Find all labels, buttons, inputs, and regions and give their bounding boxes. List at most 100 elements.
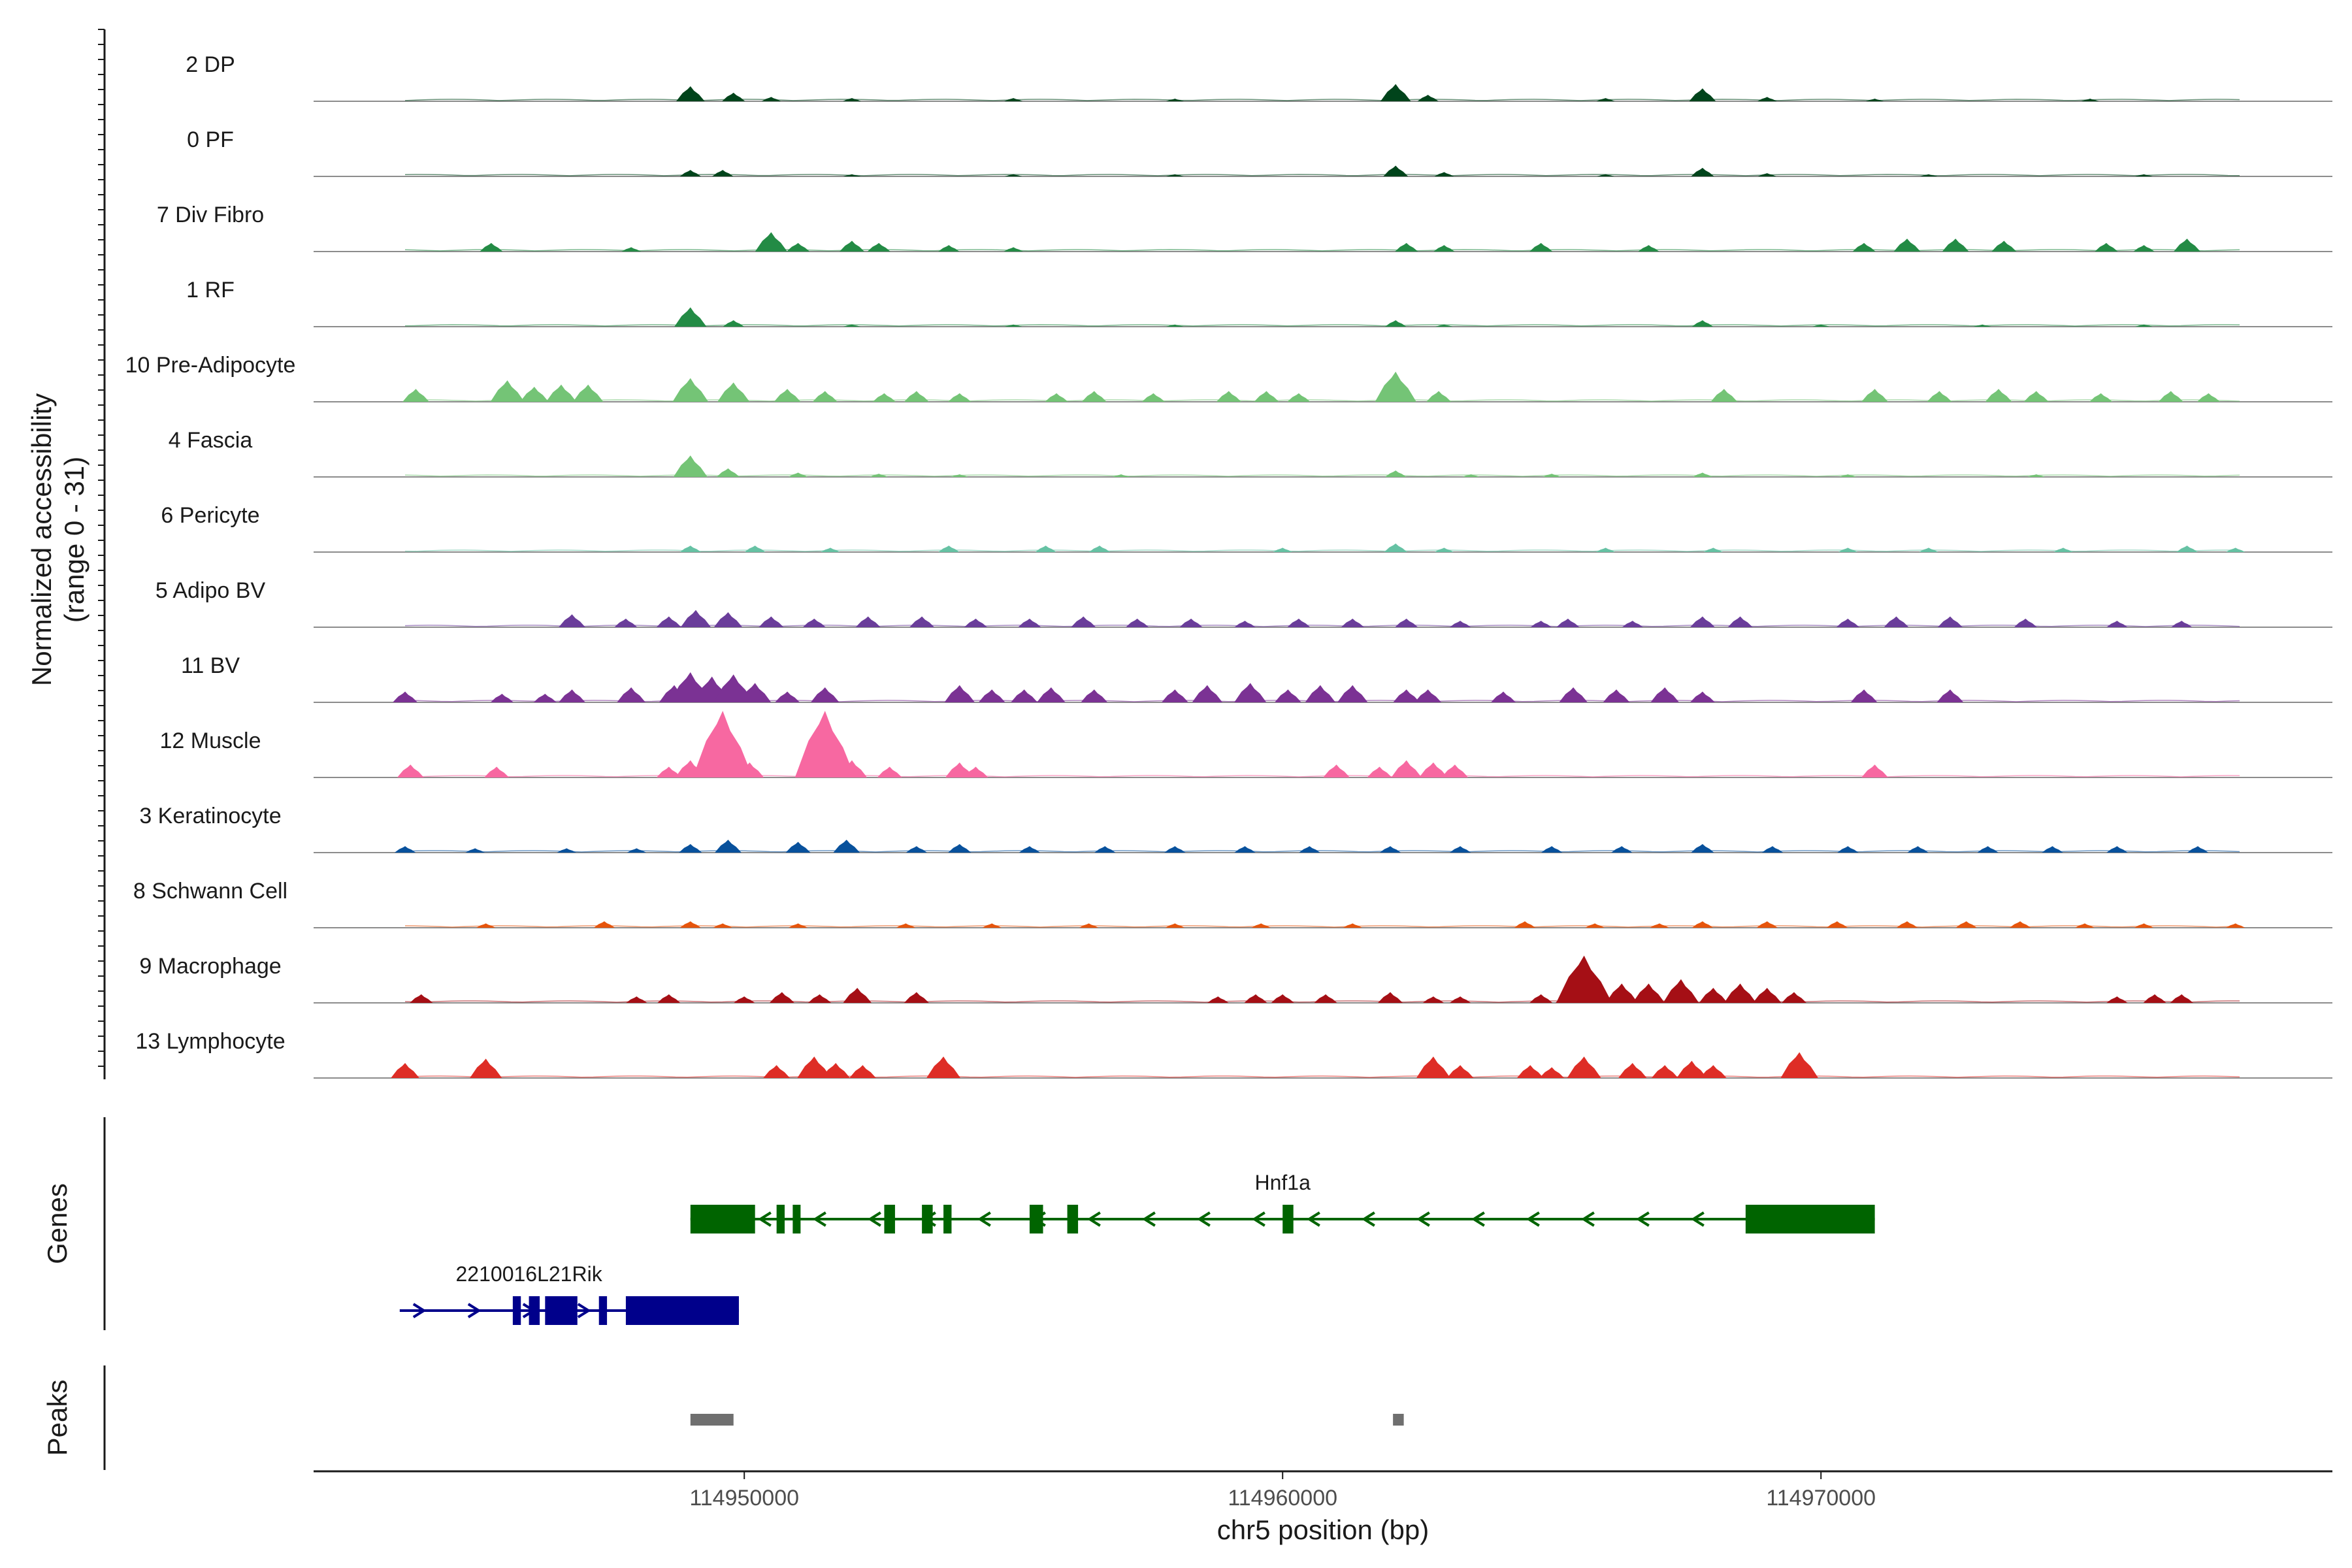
accessibility-peak [1251,923,1271,928]
accessibility-peak [656,616,681,627]
accessibility-peak [476,923,496,928]
track-8-schwann-cell: 8 Schwann Cell [133,879,2332,928]
accessibility-peak [1446,1065,1474,1078]
track-5-adipo-bv: 5 Adipo BV [155,578,2332,628]
accessibility-peak [785,841,811,853]
accessibility-peak [1004,324,1022,327]
track-6-pericyte: 6 Pericyte [161,503,2332,553]
accessibility-peak [877,766,902,777]
accessibility-peak [2014,618,2037,627]
track-noise [404,474,2240,477]
accessibility-peak [1955,921,1977,928]
accessibility-peak [559,689,585,702]
strand-arrow [813,1211,826,1227]
accessibility-peak [1838,547,1858,552]
accessibility-peak [1852,242,1876,252]
accessibility-peak [470,1058,502,1078]
track-label: 11 BV [181,653,240,678]
accessibility-peak [1234,846,1256,853]
accessibility-peak [1693,472,1712,477]
accessibility-peak [906,846,928,853]
accessibility-peak [1422,996,1445,1003]
accessibility-peak [843,987,872,1003]
accessibility-peak [674,307,707,327]
strand-arrow [412,1303,427,1318]
accessibility-peak [1234,621,1256,627]
accessibility-peak [1690,691,1715,702]
accessibility-peak [490,693,514,702]
accessibility-peak [945,762,974,777]
accessibility-peak [626,996,647,1003]
accessibility-peak [1836,618,1859,627]
accessibility-peak [2170,994,2193,1003]
accessibility-peak [614,618,638,627]
strand-arrow [1691,1211,1705,1227]
accessibility-peak [1541,846,1563,853]
accessibility-peak [1287,618,1311,627]
track-10-pre-adipocyte: 10 Pre-Adipocyte [125,353,2332,402]
accessibility-peak [1384,543,1407,552]
track-12-muscle: 12 Muscle [160,711,2332,778]
accessibility-peak [2171,621,2193,627]
accessibility-peak [904,992,929,1003]
accessibility-peak [1884,616,1909,627]
track-label: 2 DP [186,52,235,77]
coverage-tracks: 2 DP 0 PF 7 Div Fibro 1 RF 10 Pre-Adipocyte 4… [125,52,2332,1079]
accessibility-peak [1927,391,1952,402]
accessibility-peak [1585,923,1605,928]
accessibility-peak [713,674,753,702]
accessibility-peak [1045,393,1068,402]
gene-exon [625,1296,739,1325]
accessibility-peak [1907,846,1929,853]
accessibility-peak [1611,846,1633,853]
track-label: 12 Muscle [160,728,261,753]
x-tick-label: 114950000 [689,1486,799,1511]
track-label: 13 Lymphocyte [135,1029,285,1054]
accessibility-peak [1753,987,1782,1003]
accessibility-peak [557,848,577,853]
accessibility-peak [1393,689,1420,702]
accessibility-peak [843,324,861,327]
accessibility-peak [1462,474,1480,477]
accessibility-peak [1676,1060,1707,1078]
accessibility-peak [1605,983,1638,1003]
accessibility-peak [1367,766,1392,777]
accessibility-peak [833,840,860,853]
accessibility-peak [1727,616,1753,627]
track-label: 3 Keratinocyte [139,804,281,828]
accessibility-peak [1699,987,1728,1003]
accessibility-peak [1689,88,1716,101]
accessibility-peak [788,472,808,477]
accessibility-peak [744,546,766,552]
accessibility-peak [1426,391,1452,402]
accessibility-peak [546,384,577,402]
accessibility-peak [896,923,916,928]
accessibility-peak [982,923,1002,928]
gene-exon [943,1205,952,1233]
accessibility-peak [715,840,742,853]
accessibility-peak [397,764,424,777]
track-noise [404,174,2240,176]
accessibility-peak [627,848,647,853]
accessibility-peak [1433,245,1455,252]
gene-name-label: 2210016L21Rik [456,1262,603,1286]
accessibility-peak [722,92,745,101]
accessibility-peak [1343,923,1363,928]
accessibility-peak [1391,760,1422,777]
track-noise [404,324,2240,327]
accessibility-peak [1079,923,1099,928]
accessibility-peak [1516,1065,1544,1078]
track-label: 0 PF [187,127,234,152]
accessibility-peak [1216,391,1241,402]
accessibility-peak [1595,547,1616,552]
accessibility-peak [1691,167,1714,176]
track-label: 7 Div Fibro [157,203,264,227]
accessibility-peak [755,232,787,252]
accessibility-peak [1691,921,1714,928]
y-axis-subtitle: (range 0 - 31) [59,457,90,623]
accessibility-peak [926,1056,961,1078]
accessibility-peak [867,242,890,252]
accessibility-peak [716,468,740,477]
accessibility-peak [621,247,641,252]
